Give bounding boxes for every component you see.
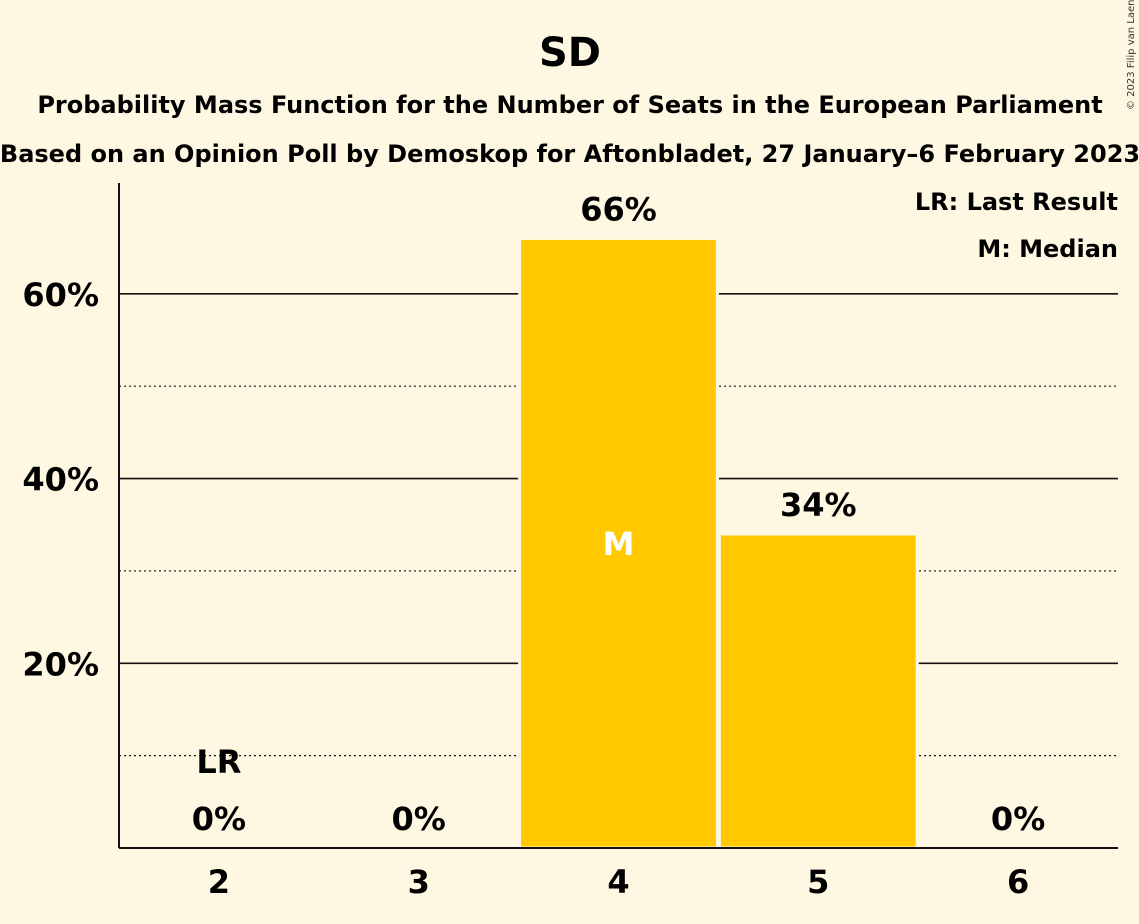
- axes: [118, 183, 1118, 849]
- bar-value-label: 66%: [580, 190, 657, 228]
- bar-value-label: 34%: [780, 486, 857, 524]
- x-tick-label: 6: [1007, 863, 1029, 901]
- x-tick-label: 5: [807, 863, 829, 901]
- last-result-marker: LR: [196, 743, 241, 781]
- bar-value-label: 0%: [192, 800, 246, 838]
- bar: [518, 236, 719, 850]
- bar-value-label: 0%: [991, 800, 1045, 838]
- credit-text: © 2023 Filip van Laenen: [1126, 0, 1137, 110]
- data-labels: 0% 2 LR 0% 3 66% 4 M 34% 5 0% 6: [192, 190, 1046, 901]
- x-tick-label: 2: [208, 863, 230, 901]
- chart-subtitle: Probability Mass Function for the Number…: [37, 91, 1102, 119]
- legend-last-result: LR: Last Result: [915, 188, 1118, 216]
- x-tick-label: 4: [607, 863, 629, 901]
- bar-value-label: 0%: [392, 800, 446, 838]
- y-tick-label: 60%: [22, 276, 99, 314]
- bar: [717, 532, 919, 850]
- y-tick-label: 20%: [22, 645, 99, 683]
- bars: [518, 236, 919, 850]
- x-tick-label: 3: [408, 863, 430, 901]
- median-marker: M: [603, 525, 635, 563]
- chart-title: SD: [539, 30, 601, 76]
- chart-subtitle-2: Based on an Opinion Poll by Demoskop for…: [0, 140, 1139, 168]
- y-tick-label: 40%: [22, 461, 99, 499]
- legend-median: M: Median: [977, 235, 1118, 263]
